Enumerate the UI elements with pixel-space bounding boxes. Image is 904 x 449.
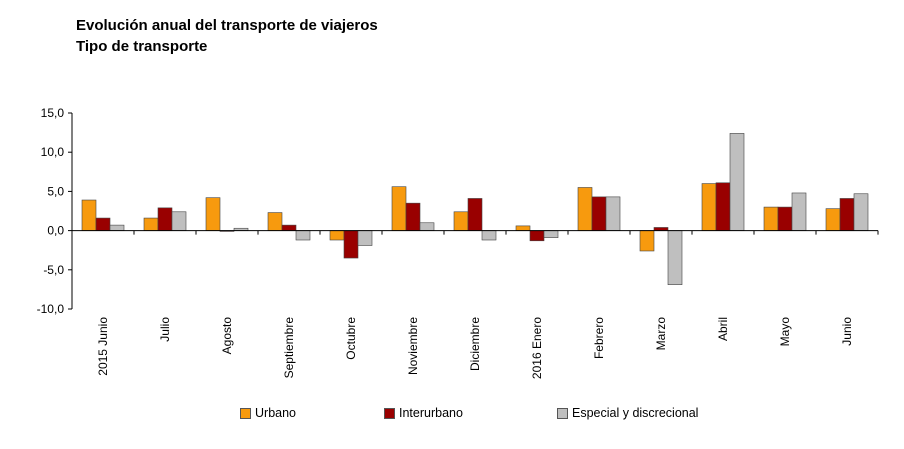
bar xyxy=(205,197,221,231)
bar xyxy=(825,208,841,231)
x-tick-label: 2016 Enero xyxy=(530,317,544,379)
x-tick-label: Mayo xyxy=(778,317,792,347)
bar xyxy=(281,224,297,231)
bar xyxy=(143,217,159,231)
bar-chart: 15,0 10,0 5,0 0,0 -5,0 -10,0 2015 Junio Julio Ag… xyxy=(37,106,879,379)
x-tick-label: Septiembre xyxy=(282,317,296,379)
bar xyxy=(453,211,469,231)
bar xyxy=(481,230,497,241)
bar xyxy=(577,187,593,231)
bar xyxy=(295,230,311,241)
y-tick-label: -10,0 xyxy=(37,302,65,316)
y-tick-label: 0,0 xyxy=(47,224,64,238)
bar xyxy=(467,198,483,231)
bar xyxy=(343,230,359,259)
bar xyxy=(605,196,621,231)
legend-swatch-urbano xyxy=(240,407,251,419)
bar xyxy=(391,186,407,231)
legend-item-urbano: Urbano xyxy=(240,406,296,420)
bar xyxy=(267,212,283,231)
bar xyxy=(729,133,745,231)
bar xyxy=(81,199,97,231)
bar xyxy=(701,183,717,231)
y-tick-label: 5,0 xyxy=(47,184,64,198)
legend-swatch-especial xyxy=(557,407,568,419)
bar xyxy=(95,217,111,231)
bar xyxy=(543,230,559,238)
legend-swatch-interurbano xyxy=(384,407,395,419)
legend-item-interurbano: Interurbano xyxy=(384,406,463,420)
bar xyxy=(419,222,435,231)
bar xyxy=(639,230,655,252)
legend-item-especial: Especial y discrecional xyxy=(557,406,698,420)
x-tick-label: Diciembre xyxy=(468,317,482,371)
bar xyxy=(405,202,421,231)
bar xyxy=(515,225,531,231)
bar xyxy=(329,230,345,241)
chart-subtitle: Tipo de transporte xyxy=(76,38,208,55)
legend-label-urbano: Urbano xyxy=(255,406,296,420)
bar xyxy=(357,230,373,246)
bar xyxy=(171,211,187,231)
x-tick-label: 2015 Junio xyxy=(96,317,110,376)
bar xyxy=(791,192,807,231)
bar xyxy=(777,206,793,231)
bar xyxy=(157,207,173,231)
bar xyxy=(109,224,125,231)
y-tick-label: -5,0 xyxy=(43,263,64,277)
bar xyxy=(839,198,855,231)
bar xyxy=(529,230,545,242)
chart-title: Evolución anual del transporte de viajer… xyxy=(76,17,378,34)
x-tick-label: Noviembre xyxy=(406,317,420,375)
bar xyxy=(667,230,683,285)
y-tick-label: 15,0 xyxy=(41,106,65,120)
bar xyxy=(591,196,607,231)
legend-label-especial: Especial y discrecional xyxy=(572,406,699,420)
x-tick-label: Marzo xyxy=(654,317,668,351)
x-tick-label: Febrero xyxy=(592,317,606,359)
bar xyxy=(763,206,779,231)
x-tick-label: Agosto xyxy=(220,317,234,355)
legend-label-interurbano: Interurbano xyxy=(399,406,463,420)
y-tick-label: 10,0 xyxy=(41,145,65,159)
bar xyxy=(853,193,869,231)
bar xyxy=(715,182,731,231)
x-tick-label: Octubre xyxy=(344,317,358,360)
x-tick-label: Julio xyxy=(158,317,172,342)
x-tick-label: Abril xyxy=(716,317,730,341)
x-tick-label: Junio xyxy=(840,317,854,346)
